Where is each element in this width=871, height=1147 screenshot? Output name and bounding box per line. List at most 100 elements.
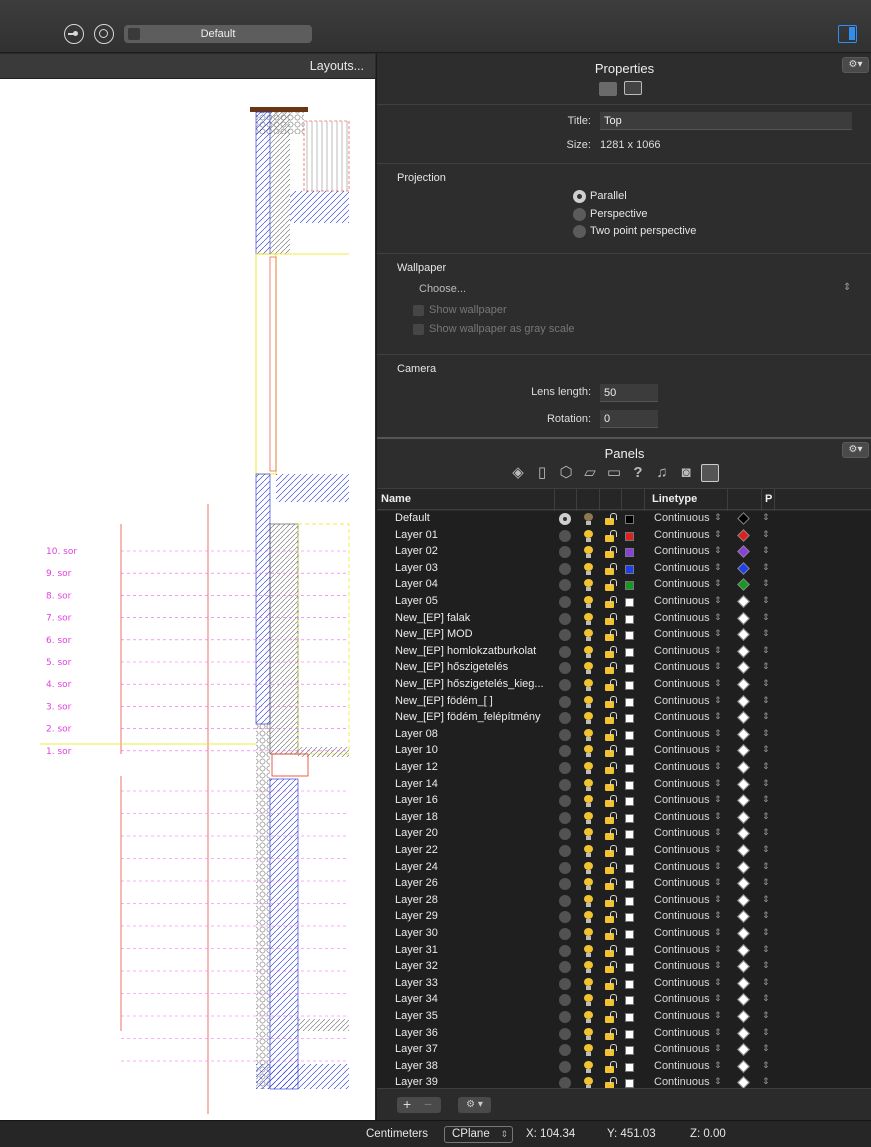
layer-color-swatch[interactable] [625, 681, 634, 690]
linetype-value[interactable]: Continuous [654, 910, 710, 923]
lock-icon[interactable] [605, 745, 617, 758]
linetype-value[interactable]: Continuous [654, 595, 710, 607]
visibility-bulb-icon[interactable] [583, 1077, 594, 1088]
lock-icon[interactable] [605, 579, 617, 592]
units-label[interactable]: Centimeters [366, 1128, 428, 1140]
current-layer-indicator[interactable] [559, 579, 571, 592]
print-color-diamond[interactable] [737, 595, 750, 608]
layer-row[interactable]: New_[EP] födém_felépítmény Continuous ⇕ ⇕ [377, 710, 871, 727]
layer-color-swatch[interactable] [625, 598, 634, 607]
visibility-bulb-icon[interactable] [583, 629, 594, 642]
linetype-value[interactable]: Continuous [654, 561, 710, 574]
print-color-diamond[interactable] [737, 678, 750, 691]
current-layer-indicator[interactable] [559, 679, 571, 691]
name-column-header[interactable]: Name [381, 493, 411, 505]
layer-row[interactable]: Layer 33 Continuous ⇕ ⇕ [377, 976, 871, 993]
lock-icon[interactable] [605, 977, 617, 990]
linetype-value[interactable]: Continuous [654, 611, 710, 624]
lock-icon[interactable] [605, 513, 617, 525]
layer-row[interactable]: Layer 18 Continuous ⇕ ⇕ [377, 810, 871, 827]
current-layer-indicator[interactable] [559, 828, 571, 841]
linetype-value[interactable]: Continuous [654, 761, 710, 773]
layer-options-gear-icon[interactable]: ⚙ ▾ [458, 1097, 491, 1113]
print-color-diamond[interactable] [737, 528, 750, 542]
layer-row[interactable]: Layer 10 Continuous ⇕ ⇕ [377, 743, 871, 760]
visibility-bulb-icon[interactable] [583, 994, 594, 1007]
print-color-diamond[interactable] [737, 628, 750, 642]
visibility-bulb-icon[interactable] [583, 778, 594, 791]
lock-icon[interactable] [605, 944, 617, 957]
current-layer-indicator[interactable] [559, 911, 571, 924]
layer-row[interactable]: Layer 26 Continuous ⇕ ⇕ [377, 876, 871, 893]
layer-color-swatch[interactable] [625, 531, 634, 541]
print-color-diamond[interactable] [737, 561, 750, 575]
print-color-diamond[interactable] [737, 744, 750, 758]
panels-gear-icon[interactable]: ⚙▾ [842, 442, 869, 458]
linetype-value[interactable]: Continuous [654, 678, 710, 690]
current-layer-indicator[interactable] [559, 994, 571, 1007]
document-icon[interactable]: ▯ [537, 464, 547, 481]
current-layer-indicator[interactable] [559, 944, 571, 957]
show-wallpaper-checkbox[interactable]: Show wallpaper [413, 304, 507, 317]
linetype-value[interactable]: Continuous [654, 860, 710, 873]
layer-row[interactable]: Layer 12 Continuous ⇕ ⇕ [377, 760, 871, 777]
visibility-bulb-icon[interactable] [583, 1027, 594, 1040]
layer-color-swatch[interactable] [625, 830, 634, 840]
layers-icon[interactable]: ◈ [512, 464, 524, 481]
visibility-bulb-icon[interactable] [583, 977, 594, 990]
add-layer-button[interactable]: + [403, 1096, 412, 1112]
visibility-bulb-icon[interactable] [583, 728, 594, 741]
layer-row[interactable]: Layer 29 Continuous ⇕ ⇕ [377, 909, 871, 926]
lock-icon[interactable] [605, 546, 617, 559]
linetype-value[interactable]: Continuous [654, 993, 710, 1006]
lock-icon[interactable] [605, 712, 617, 725]
linetype-value[interactable]: Continuous [654, 844, 710, 856]
layout-dropdown[interactable]: Default [124, 25, 312, 43]
lock-icon[interactable] [605, 961, 617, 974]
layer-color-swatch[interactable] [625, 647, 634, 657]
linetype-value[interactable]: Continuous [654, 877, 710, 890]
visibility-bulb-icon[interactable] [583, 861, 594, 874]
lock-icon[interactable] [605, 728, 617, 741]
lock-icon[interactable] [605, 1077, 617, 1088]
cube-icon[interactable]: ⬡ [559, 464, 573, 481]
linetype-value[interactable]: Continuous [654, 827, 710, 840]
print-color-diamond[interactable] [737, 1043, 750, 1057]
viewport-icon[interactable] [624, 81, 642, 95]
linetype-value[interactable]: Continuous [654, 727, 710, 740]
lock-icon[interactable] [605, 695, 617, 708]
layer-list[interactable]: Default Continuous ⇕ ⇕ Layer 01 Continuous ⇕ ⇕ L… [377, 511, 871, 1088]
linetype-value[interactable]: Continuous [654, 578, 710, 591]
lock-icon[interactable] [605, 861, 617, 874]
linetype-value[interactable]: Continuous [654, 943, 710, 956]
lock-icon[interactable] [605, 1044, 617, 1057]
panel-toggle-icon[interactable] [838, 25, 857, 43]
layer-row[interactable]: Layer 01 Continuous ⇕ ⇕ [377, 528, 871, 545]
current-layer-indicator[interactable] [559, 728, 571, 741]
layer-row[interactable]: Layer 22 Continuous ⇕ ⇕ [377, 843, 871, 860]
layer-color-swatch[interactable] [625, 1079, 634, 1088]
lock-icon[interactable] [605, 1060, 617, 1073]
current-layer-indicator[interactable] [559, 977, 571, 990]
current-layer-indicator[interactable] [559, 712, 571, 725]
lens-length-field[interactable]: 50 [600, 384, 658, 402]
lock-icon[interactable] [605, 894, 617, 907]
visibility-bulb-icon[interactable] [583, 1011, 594, 1023]
visibility-bulb-icon[interactable] [583, 596, 594, 608]
linetype-value[interactable]: Continuous [654, 1026, 710, 1039]
visibility-bulb-icon[interactable] [583, 911, 594, 924]
layer-color-swatch[interactable] [625, 963, 634, 973]
visibility-bulb-icon[interactable] [583, 811, 594, 824]
print-color-diamond[interactable] [737, 661, 750, 675]
visibility-bulb-icon[interactable] [583, 546, 594, 559]
visibility-bulb-icon[interactable] [583, 529, 594, 542]
print-color-diamond[interactable] [737, 810, 750, 824]
visibility-bulb-icon[interactable] [583, 579, 594, 592]
named-viewports-icon[interactable] [701, 464, 719, 482]
perspective-radio[interactable]: Perspective [573, 207, 647, 223]
target-circle-icon[interactable] [94, 24, 114, 44]
lock-icon[interactable] [605, 1011, 617, 1023]
cplane-dropdown[interactable]: CPlane ⇕ [444, 1126, 513, 1143]
layer-color-swatch[interactable] [625, 1046, 634, 1056]
layer-color-swatch[interactable] [625, 1062, 634, 1072]
